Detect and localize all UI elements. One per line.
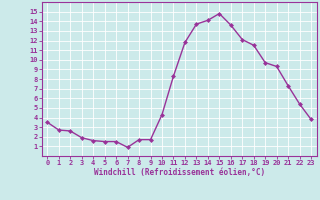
X-axis label: Windchill (Refroidissement éolien,°C): Windchill (Refroidissement éolien,°C) xyxy=(94,168,265,177)
